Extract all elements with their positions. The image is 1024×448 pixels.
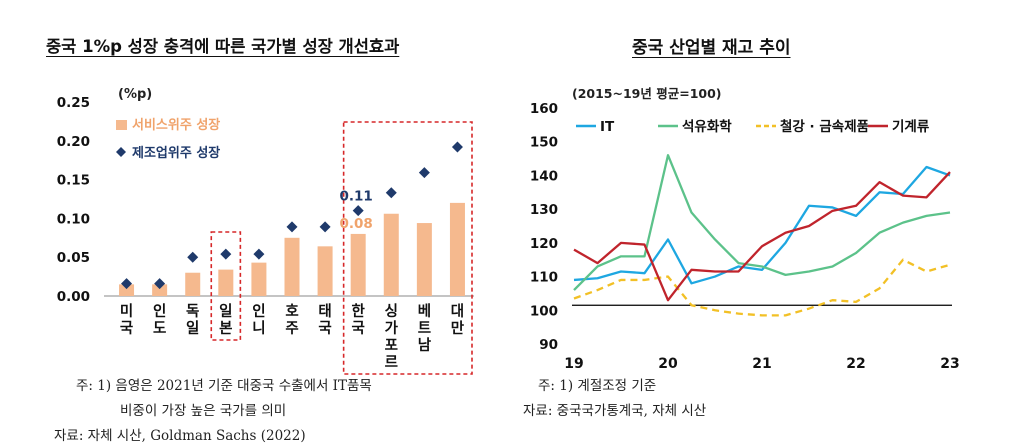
left-footnote-line1: 주: 1) 음영은 2021년 기준 대중국 수출에서 IT품목 (76, 378, 372, 394)
x-tick-label-호주: 호 (285, 303, 298, 320)
bar-service-인도 (152, 284, 168, 296)
diamond-manufacturing-호주 (286, 221, 298, 233)
right-source: 자료: 중국국가통계국, 자체 시산 (523, 403, 707, 419)
right-legend: IT 석유화학 철강 · 금속제품 기계류 (576, 118, 930, 135)
diamond-manufacturing-인니 (253, 248, 265, 260)
right-chart-title: 중국 산업별 재고 추이 (632, 38, 791, 58)
y-tick-label: 130 (530, 202, 558, 218)
x-tick-label-인니: 니 (252, 320, 265, 337)
data-label-service: 0.08 (340, 216, 373, 232)
diamond-manufacturing-미국 (121, 278, 133, 290)
bar-service-호주 (284, 237, 300, 296)
legend-label-service: 서비스위주 성장 (132, 117, 220, 133)
x-tick-label-베트남: 베 (418, 303, 431, 320)
left-source: 자료: 자체 시산, Goldman Sachs (2022) (54, 428, 306, 444)
x-tick-label-독일: 독 (186, 303, 199, 320)
x-tick-label-미국: 미 (120, 303, 133, 320)
bar-service-일본 (218, 269, 234, 296)
x-tick-label-한국: 국 (352, 320, 365, 337)
y-tick-label: 120 (530, 236, 558, 252)
x-tick-label-베트남: 트 (418, 321, 431, 337)
series-line-steel (573, 258, 951, 317)
diamond-manufacturing-인도 (154, 278, 166, 290)
x-tick-label: 19 (564, 356, 583, 372)
x-tick-label-한국: 한 (352, 303, 366, 320)
diamond-manufacturing-대만 (451, 141, 463, 153)
y-tick-label: 0.20 (57, 134, 90, 150)
x-tick-label-미국: 국 (120, 320, 133, 337)
x-tick-label-베트남: 남 (418, 337, 432, 354)
series-line-IT (573, 165, 951, 285)
series-line-machinery (573, 171, 951, 302)
right-line-chart: 90 100 110 120 130 140 150 160 19 20 21 22 23 (2015… (530, 86, 960, 372)
highlight-box (210, 231, 242, 341)
diamond-manufacturing-한국 (352, 205, 364, 217)
bar-service-베트남 (416, 223, 432, 296)
legend-label-manufacturing: 제조업위주 성장 (132, 145, 220, 161)
diamond-manufacturing-베트남 (418, 167, 430, 179)
y-tick-label: 0.05 (57, 250, 90, 266)
diamond-manufacturing-일본 (220, 248, 232, 260)
legend-label-IT: IT (600, 119, 615, 135)
y-tick-label: 0.00 (57, 289, 90, 305)
x-tick-label-일본: 일 (219, 303, 232, 320)
x-tick-label-태국: 태 (318, 303, 331, 320)
x-tick-label: 23 (940, 356, 959, 372)
legend-swatch-service (116, 120, 127, 130)
legend-label-steel: 철강 · 금속제품 (780, 118, 869, 135)
x-tick-label: 20 (658, 356, 678, 372)
y-tick-label: 90 (539, 337, 558, 353)
y-tick-label: 0.25 (57, 95, 90, 111)
bar-service-독일 (185, 272, 201, 296)
y-tick-label: 100 (530, 303, 558, 319)
legend-diamond-manufacturing (116, 147, 126, 157)
left-unit-label: (%p) (118, 87, 152, 102)
bar-service-대만 (449, 202, 465, 296)
x-tick-label-일본: 본 (219, 320, 232, 337)
x-tick-label-인도: 도 (153, 321, 166, 337)
bar-service-인니 (251, 262, 267, 296)
legend-label-machinery: 기계류 (892, 119, 930, 135)
x-tick-label-싱가포르: 포 (385, 338, 398, 354)
diamond-manufacturing-독일 (187, 251, 199, 263)
highlight-box (342, 121, 473, 375)
right-unit-label: (2015~19년 평균=100) (572, 86, 722, 101)
x-tick-label: 22 (846, 356, 865, 372)
y-tick-label: 0.15 (57, 173, 90, 189)
x-tick-label-싱가포르: 가 (385, 320, 399, 337)
y-tick-label: 140 (530, 168, 558, 184)
bar-service-싱가포르 (383, 213, 399, 296)
data-label-manufacturing: 0.11 (340, 189, 373, 205)
right-footnote-line1: 주: 1) 계절조정 기준 (538, 378, 657, 394)
bar-service-미국 (119, 284, 135, 296)
x-tick-label-독일: 일 (186, 320, 199, 337)
y-tick-label: 110 (530, 270, 558, 286)
left-chart-title: 중국 1%p 성장 충격에 따른 국가별 성장 개선효과 (46, 37, 400, 56)
bar-service-한국 (350, 233, 366, 296)
bar-service-태국 (317, 246, 333, 296)
y-tick-label: 150 (530, 135, 558, 151)
x-tick-label-대만: 만 (451, 320, 465, 337)
x-tick-label-대만: 대 (451, 303, 464, 320)
x-tick-label-인도: 인 (153, 302, 166, 320)
diamond-manufacturing-싱가포르 (385, 187, 397, 199)
x-tick-label-호주: 주 (285, 320, 298, 337)
y-tick-label: 160 (530, 101, 558, 117)
x-tick-label-싱가포르: 르 (385, 354, 398, 371)
legend-label-petrochem: 석유화학 (682, 119, 732, 135)
left-bar-chart: 0.000.050.100.150.200.25 미국인도독일일본인니호주태국한… (57, 87, 474, 375)
diamond-manufacturing-태국 (319, 221, 331, 233)
x-tick-label-태국: 국 (318, 320, 331, 337)
x-tick-label-싱가포르: 싱 (385, 303, 398, 320)
x-tick-label: 21 (752, 356, 771, 372)
left-footnote-line2: 비중이 가장 높은 국가를 의미 (120, 403, 287, 419)
series-line-petrochem (573, 154, 951, 291)
y-tick-label: 0.10 (57, 211, 90, 227)
x-tick-label-인니: 인 (252, 302, 265, 320)
left-legend: 서비스위주 성장 제조업위주 성장 (116, 117, 220, 161)
